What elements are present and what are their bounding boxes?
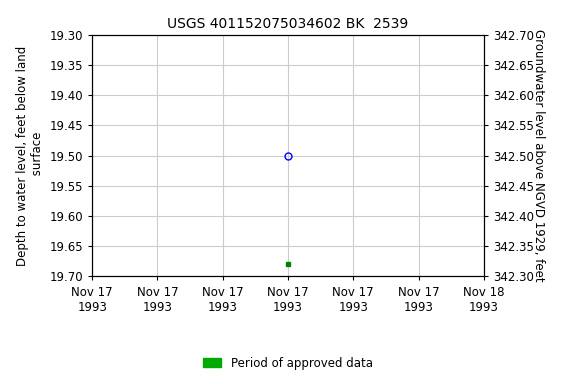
Y-axis label: Groundwater level above NGVD 1929, feet: Groundwater level above NGVD 1929, feet xyxy=(532,29,545,282)
Title: USGS 401152075034602 BK  2539: USGS 401152075034602 BK 2539 xyxy=(168,17,408,31)
Y-axis label: Depth to water level, feet below land
 surface: Depth to water level, feet below land su… xyxy=(16,45,44,266)
Legend: Period of approved data: Period of approved data xyxy=(199,352,377,374)
